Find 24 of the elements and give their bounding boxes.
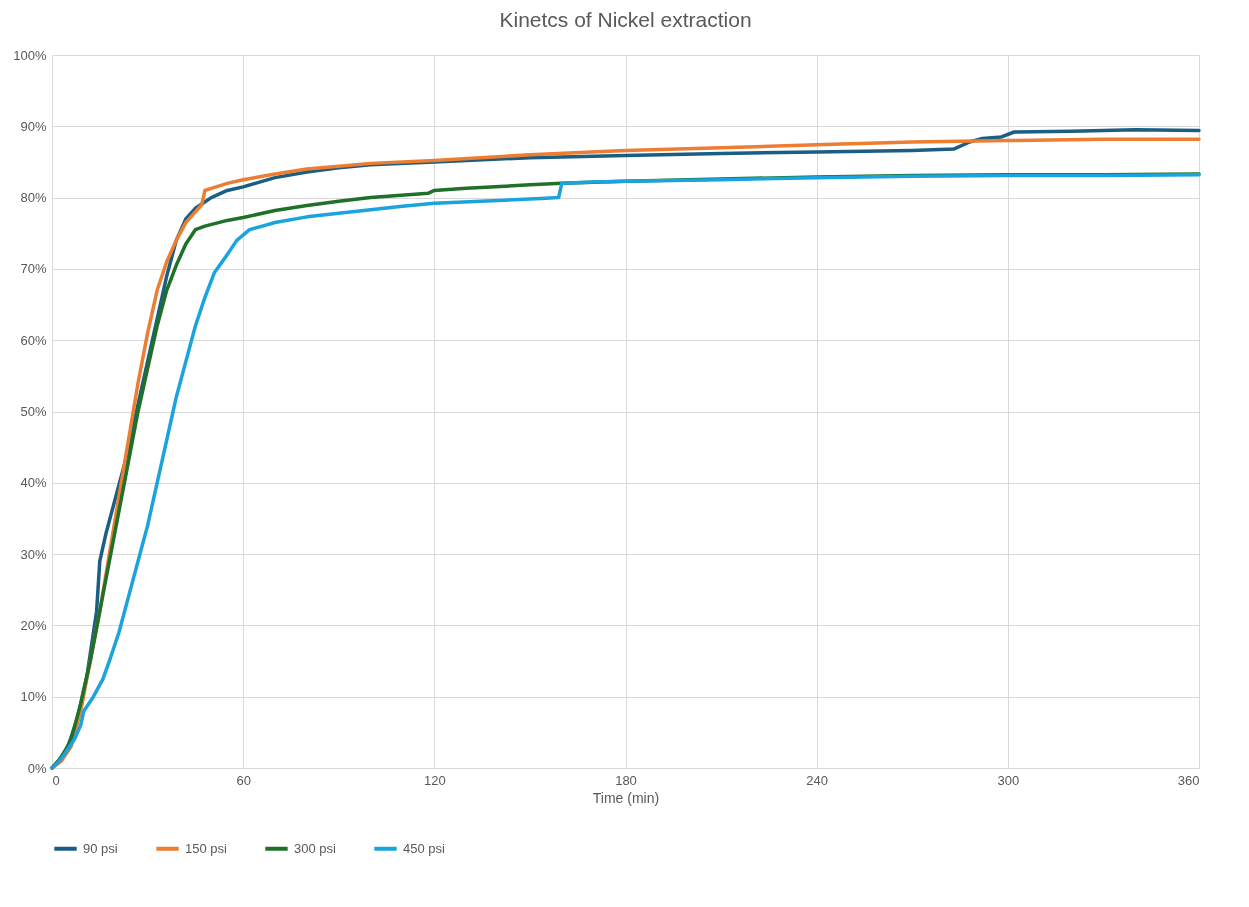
x-tick-label: 300 (997, 772, 1020, 788)
y-tick-label: 70% (20, 261, 47, 277)
x-axis-title: Time (min) (592, 789, 660, 806)
x-tick-label: 0 (52, 772, 60, 788)
x-tick-label: 180 (615, 772, 637, 788)
legend-label: 300 psi (294, 840, 337, 856)
x-tick-label: 360 (1177, 772, 1200, 788)
x-tick-label: 120 (423, 772, 446, 788)
chart-title: Kinetcs of Nickel extraction (499, 8, 752, 31)
y-tick-label: 50% (20, 404, 47, 419)
y-tick-label: 0% (27, 760, 47, 776)
x-tick-label: 60 (236, 772, 251, 788)
x-tick-label: 240 (806, 772, 829, 788)
y-tick-label: 90% (20, 118, 47, 134)
y-tick-label: 80% (20, 190, 47, 206)
y-tick-label: 100% (13, 47, 47, 63)
legend-label: 150 psi (185, 840, 228, 856)
y-tick-label: 30% (20, 546, 47, 562)
legend-label: 450 psi (403, 840, 446, 856)
legend-label: 90 psi (83, 840, 118, 856)
y-tick-label: 40% (20, 475, 47, 491)
y-tick-label: 20% (20, 617, 47, 633)
y-tick-label: 60% (20, 332, 47, 348)
y-tick-label: 10% (20, 689, 47, 705)
